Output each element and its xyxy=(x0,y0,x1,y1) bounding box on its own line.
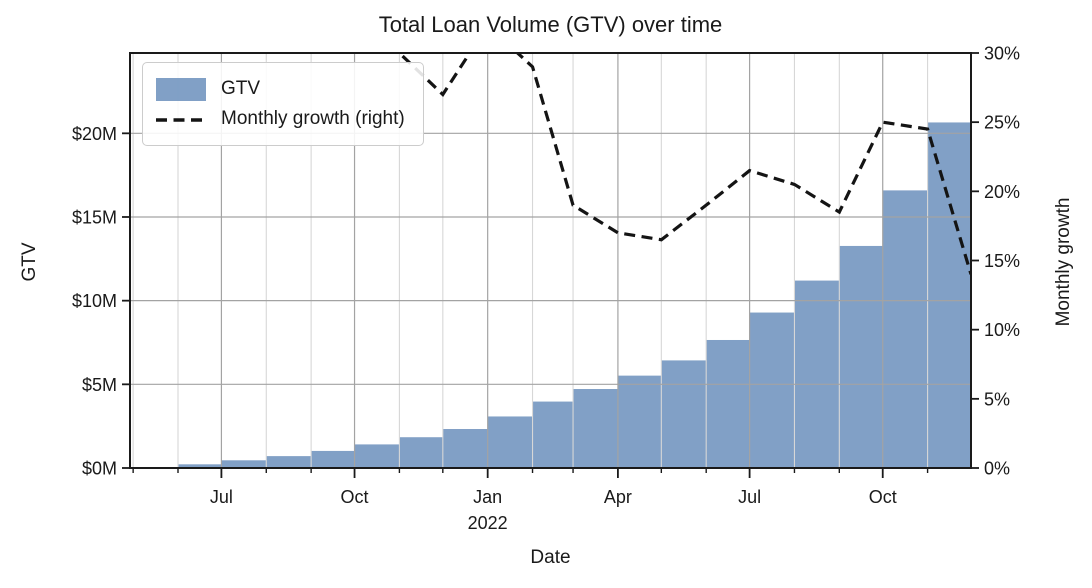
x-tick-label: Jul xyxy=(738,487,761,507)
gtv-bar xyxy=(487,416,533,468)
chart-title: Total Loan Volume (GTV) over time xyxy=(378,12,723,37)
gtv-bar xyxy=(749,312,795,468)
right-tick-label: 30% xyxy=(984,44,1020,64)
x-axis-label: Date xyxy=(530,547,571,568)
monthly-growth-line xyxy=(397,53,971,275)
gtv-bar-swatch-icon xyxy=(156,77,206,101)
gtv-bar xyxy=(573,389,618,468)
right-tick-label: 20% xyxy=(984,182,1020,202)
gtv-bar xyxy=(882,190,928,469)
legend-label-growth: Monthly growth (right) xyxy=(221,108,405,129)
gtv-bar xyxy=(266,456,312,468)
gtv-bar xyxy=(221,460,267,468)
gtv-bar xyxy=(442,429,488,468)
legend-label-gtv: GTV xyxy=(221,78,261,99)
x-tick-label: Jul xyxy=(210,487,233,507)
gtv-bar xyxy=(311,450,355,468)
gtv-bar xyxy=(839,245,883,468)
legend: GTV Monthly growth (right) xyxy=(142,62,424,146)
gtv-bar xyxy=(178,464,222,468)
x-tick-label: Oct xyxy=(869,487,897,507)
left-tick-label: $15M xyxy=(72,207,117,227)
x-tick-year-label: 2022 xyxy=(468,513,508,533)
gtv-bar xyxy=(927,122,971,469)
right-tick-label: 0% xyxy=(984,459,1010,479)
x-tick-label: Jan xyxy=(473,487,502,507)
right-tick-label: 5% xyxy=(984,389,1010,409)
legend-item-growth: Monthly growth (right) xyxy=(156,104,405,134)
gtv-bar xyxy=(661,360,707,468)
axis-ticks: $0M $5M $10M $15M $20M 0% 5% 10% 15% 20% 25% 30% Jul… xyxy=(72,44,1020,534)
left-tick-label: $5M xyxy=(82,375,117,395)
gtv-bars xyxy=(178,122,971,469)
left-tick-label: $20M xyxy=(72,124,117,144)
legend-item-gtv: GTV xyxy=(156,74,405,104)
gtv-bar xyxy=(617,375,662,468)
right-tick-label: 25% xyxy=(984,113,1020,133)
left-tick-label: $10M xyxy=(72,291,117,311)
growth-dashed-line-icon xyxy=(156,108,206,131)
gtv-bar xyxy=(399,437,443,468)
right-tick-label: 10% xyxy=(984,320,1020,340)
gtv-bar xyxy=(532,401,574,468)
gtv-bar xyxy=(354,444,400,468)
x-tick-label: Oct xyxy=(341,487,369,507)
gtv-bar xyxy=(706,339,750,468)
left-tick-label: $0M xyxy=(82,459,117,479)
gtv-bar xyxy=(794,280,840,468)
x-tick-label: Apr xyxy=(604,487,632,507)
right-tick-label: 15% xyxy=(984,251,1020,271)
